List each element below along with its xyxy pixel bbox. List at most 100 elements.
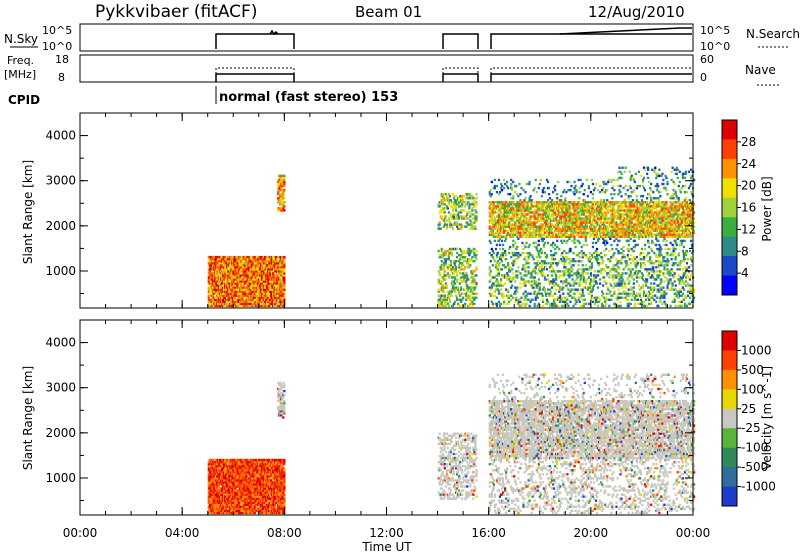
data-cell bbox=[216, 290, 220, 293]
data-cell bbox=[592, 251, 596, 255]
freq-trace bbox=[215, 73, 692, 82]
data-cell bbox=[469, 203, 472, 206]
data-cell bbox=[594, 274, 598, 277]
data-cell bbox=[458, 292, 461, 295]
data-cell bbox=[541, 294, 544, 297]
data-cell bbox=[566, 180, 569, 184]
data-cell bbox=[461, 195, 464, 198]
data-cell bbox=[252, 286, 255, 289]
data-cell bbox=[468, 266, 471, 269]
data-cell bbox=[554, 184, 557, 188]
data-cell bbox=[466, 260, 469, 263]
data-cell bbox=[499, 253, 503, 257]
data-cell bbox=[605, 182, 608, 186]
data-cell bbox=[281, 201, 284, 204]
data-cell bbox=[501, 274, 505, 277]
data-cell bbox=[283, 184, 286, 188]
data-cell bbox=[471, 255, 474, 259]
data-cell bbox=[554, 257, 557, 261]
data-cell bbox=[448, 274, 452, 277]
data-cell bbox=[229, 294, 232, 297]
data-cell bbox=[244, 270, 247, 273]
data-cell bbox=[500, 268, 504, 271]
data-cell bbox=[561, 304, 564, 308]
data-cell bbox=[283, 178, 286, 182]
data-cell bbox=[497, 270, 501, 273]
data-cell bbox=[255, 255, 258, 259]
data-cell bbox=[461, 276, 464, 279]
data-cell bbox=[437, 225, 440, 228]
data-cell bbox=[532, 201, 535, 204]
data-cell bbox=[618, 239, 621, 243]
data-cell bbox=[437, 294, 440, 297]
data-cell bbox=[245, 296, 248, 299]
data-cell bbox=[498, 262, 502, 265]
data-cell bbox=[454, 207, 458, 210]
data-cell bbox=[447, 217, 450, 220]
data-cell bbox=[229, 276, 232, 279]
data-cell bbox=[462, 264, 465, 267]
data-cell bbox=[463, 249, 466, 253]
data-cell bbox=[496, 225, 500, 228]
data-cell bbox=[455, 251, 459, 255]
data-cell bbox=[555, 274, 558, 277]
data-cell bbox=[451, 209, 455, 212]
data-cell bbox=[511, 284, 514, 287]
data-cell bbox=[581, 182, 584, 186]
data-cell bbox=[456, 302, 460, 306]
data-cell bbox=[438, 223, 441, 226]
data-cell bbox=[620, 195, 623, 198]
data-cell bbox=[474, 209, 477, 212]
data-cell bbox=[256, 296, 259, 299]
data-cell bbox=[586, 231, 589, 234]
data-cell bbox=[235, 290, 238, 293]
data-cell bbox=[505, 223, 508, 226]
data-cell bbox=[437, 302, 440, 306]
data-cell bbox=[544, 262, 548, 265]
data-cell bbox=[501, 201, 505, 204]
data-cell bbox=[496, 221, 500, 224]
data-cell bbox=[490, 300, 493, 304]
data-cell bbox=[578, 255, 581, 259]
data-cell bbox=[441, 280, 444, 283]
data-cell bbox=[454, 294, 458, 297]
data-cell bbox=[563, 188, 566, 192]
data-cell bbox=[443, 294, 446, 297]
data-cell bbox=[531, 253, 534, 257]
data-cell bbox=[246, 255, 249, 259]
data-cell bbox=[271, 298, 274, 302]
data-cell bbox=[277, 188, 280, 192]
data-cell bbox=[461, 203, 464, 206]
data-cell bbox=[525, 182, 528, 186]
data-cell bbox=[471, 272, 474, 275]
data-cell bbox=[549, 290, 553, 293]
data-cell bbox=[445, 195, 448, 198]
data-cell bbox=[239, 272, 242, 275]
data-cell bbox=[512, 243, 515, 247]
data-cell bbox=[474, 255, 477, 259]
data-cell bbox=[531, 298, 534, 302]
data-cell bbox=[283, 286, 286, 289]
data-cell bbox=[475, 215, 478, 218]
data-cell bbox=[452, 213, 456, 216]
data-cell bbox=[473, 270, 476, 273]
data-cell bbox=[536, 264, 539, 267]
data-cell bbox=[440, 217, 443, 220]
data-cell bbox=[497, 178, 501, 182]
data-cell bbox=[595, 282, 599, 285]
data-cell bbox=[447, 201, 450, 204]
data-cell bbox=[460, 211, 463, 214]
data-cell bbox=[281, 199, 284, 202]
data-cell bbox=[571, 268, 574, 271]
data-cell bbox=[503, 221, 507, 224]
data-cell bbox=[252, 296, 255, 299]
data-cell bbox=[220, 264, 224, 267]
data-cell bbox=[474, 286, 477, 289]
data-cell bbox=[441, 255, 444, 259]
data-cell bbox=[437, 288, 440, 291]
data-cell bbox=[519, 286, 522, 289]
data-cell bbox=[278, 296, 281, 299]
data-cell bbox=[573, 180, 576, 184]
data-cell bbox=[257, 270, 260, 273]
